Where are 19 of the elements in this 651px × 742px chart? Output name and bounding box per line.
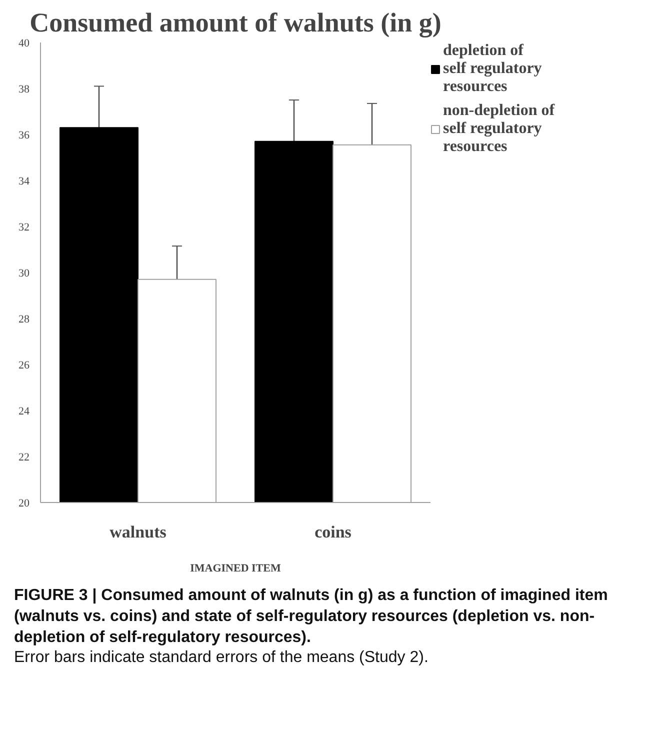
y-tick-label: 30 (18, 268, 30, 280)
text: Error bars indicate standard errors of the means (Study 2). (14, 648, 430, 668)
y-tick-label: 36 (18, 130, 30, 142)
x-axis-title: IMAGINED ITEM (190, 562, 282, 574)
y-tick-label: 24 (18, 406, 30, 418)
y-tick-label: 26 (18, 360, 30, 372)
caption: FIGURE 3 | Consumed amount of walnuts (in g) as a function of imagined item (walnuts vs. coins) and state of self-regulatory resources (depletion vs. non-depletion of self-regulatory resources). (14, 586, 609, 648)
x-tick-label: coins (314, 522, 352, 542)
legend-label: non-depletion of self regulatory resources (443, 102, 555, 156)
legend-label: depletion of self regulatory resources (443, 42, 542, 96)
y-tick-label: 38 (18, 84, 30, 96)
x-tick-label: walnuts (110, 522, 167, 542)
y-tick-label: 22 (18, 452, 30, 464)
y-tick-label: 40 (18, 38, 30, 50)
y-tick-label: 34 (18, 176, 30, 188)
y-tick-label: 28 (18, 314, 30, 326)
chart-title: Consumed amount of walnuts (in g) (30, 8, 442, 38)
y-tick-label: 20 (18, 498, 30, 510)
y-tick-label: 32 (18, 222, 30, 234)
